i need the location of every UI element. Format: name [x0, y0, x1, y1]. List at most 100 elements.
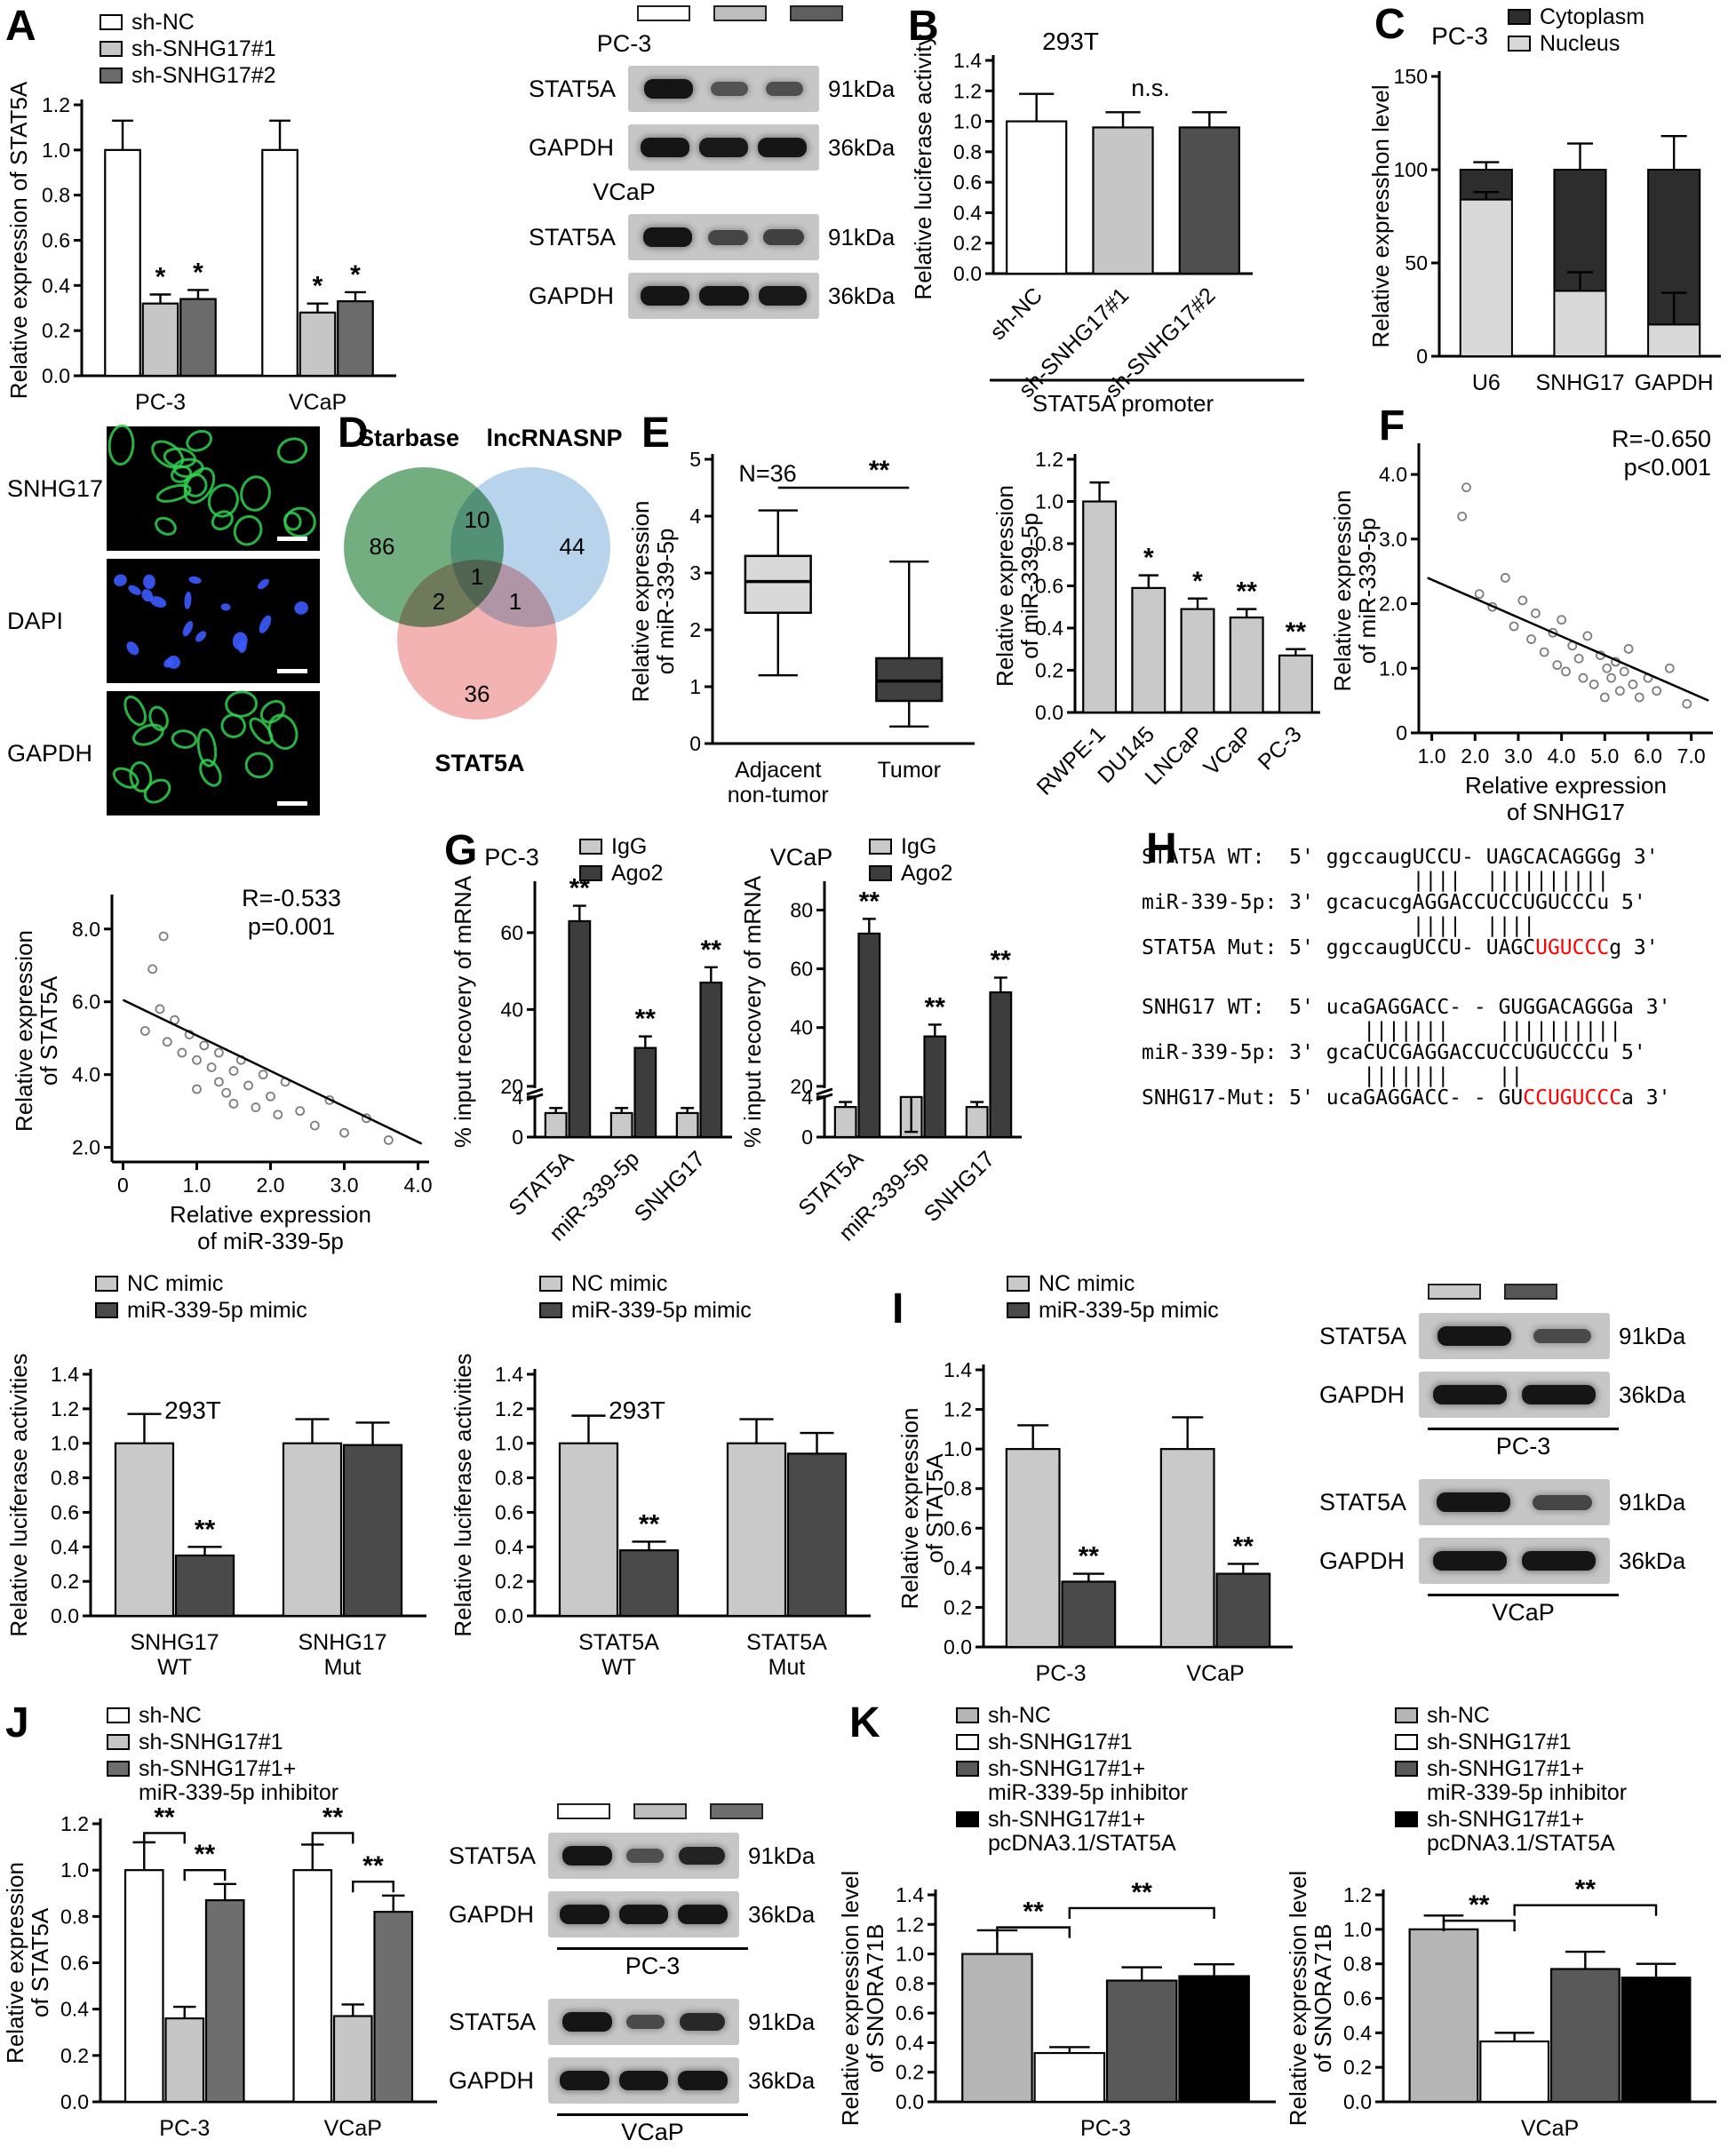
gapdh-stain-image [107, 690, 320, 815]
svg-text:0.6: 0.6 [495, 1500, 523, 1524]
blot-kda-label: 36kDa [748, 2066, 816, 2094]
blot-legend-swatch [1504, 1284, 1557, 1300]
svg-text:of SNORA71B: of SNORA71B [862, 1924, 888, 2073]
blot-band [711, 82, 748, 96]
svg-text:20: 20 [790, 1075, 813, 1098]
legend-item: sh-NC [100, 11, 276, 35]
venn-circle-stat5a [397, 560, 557, 720]
svg-text:4: 4 [689, 505, 701, 528]
panel-i-legend: NC mimic miR-339-5p mimic [1007, 1272, 1219, 1323]
svg-text:0: 0 [512, 1126, 523, 1149]
svg-text:0.4: 0.4 [42, 274, 70, 297]
svg-text:Relative expresshon level: Relative expresshon level [1367, 84, 1394, 347]
svg-text:1.0: 1.0 [1035, 490, 1063, 513]
svg-text:0.2: 0.2 [42, 319, 70, 342]
venn-label-lncrnasnp: lncRNASNP [486, 425, 622, 451]
svg-text:0.8: 0.8 [944, 1477, 972, 1500]
svg-text:1.0: 1.0 [60, 1858, 89, 1882]
legend-item: sh-SNHG17#1+ miR-339-5p inhibitor [1395, 1757, 1627, 1805]
svg-text:1.2: 1.2 [495, 1397, 523, 1420]
blot-protein-label: GAPDH [529, 133, 615, 161]
svg-text:**: ** [1469, 1890, 1490, 1920]
svg-text:of miR-339-5p: of miR-339-5p [1016, 513, 1043, 659]
svg-text:PC-3: PC-3 [1080, 2116, 1131, 2141]
blot-lane-legend [557, 1803, 831, 1819]
svg-text:0: 0 [1396, 721, 1407, 744]
svg-text:1.0: 1.0 [896, 1943, 924, 1966]
legend-swatch [107, 1707, 130, 1723]
legend-item: IgG [869, 835, 952, 859]
svg-text:0.8: 0.8 [60, 1905, 89, 1928]
svg-text:*: * [313, 272, 323, 301]
svg-text:2.0: 2.0 [72, 1136, 100, 1159]
svg-text:**: ** [1286, 617, 1307, 647]
svg-text:5: 5 [689, 448, 701, 471]
svg-text:VCaP: VCaP [1186, 1661, 1244, 1686]
svg-text:PC-3: PC-3 [1431, 22, 1488, 50]
blot-band [757, 138, 808, 157]
legend-item: sh-SNHG17#2 [100, 64, 276, 88]
legend-swatch [95, 1276, 118, 1292]
svg-text:WT: WT [601, 1655, 636, 1680]
blot-row: STAT5A 91kDa [449, 1999, 831, 2045]
svg-text:0.8: 0.8 [896, 1972, 924, 1995]
panel-k-pc3-legend: sh-NC sh-SNHG17#1 sh-SNHG17#1+ miR-339-5p i… [956, 1704, 1188, 1856]
svg-text:0.6: 0.6 [944, 1516, 972, 1539]
svg-text:**: ** [154, 1802, 175, 1832]
blot-protein-label: STAT5A [529, 75, 617, 102]
panel-label-c: C [1374, 1, 1405, 48]
svg-text:0.4: 0.4 [1343, 2021, 1372, 2044]
sequence-line: STAT5A WT: 5' ggccaugUCCU- UAGCACAGGGg 3… [1142, 846, 1659, 869]
blot-band-strip [548, 2057, 739, 2104]
base-pairing-pipes: |||| |||| [1142, 914, 1536, 937]
legend-swatch [956, 1707, 979, 1723]
legend-label: sh-SNHG17#1+ miR-339-5p inhibitor [988, 1756, 1189, 1805]
blot-legend-swatch [1428, 1284, 1481, 1300]
legend-swatch [579, 839, 602, 855]
blot-band-strip [628, 66, 819, 112]
svg-text:of STAT5A: of STAT5A [921, 1453, 948, 1563]
panel-j-western-blots: STAT5A 91kDa GAPDH 36kDa PC-3 STAT5A 91kDa GAPD… [449, 1803, 831, 2156]
svg-text:2: 2 [689, 618, 701, 641]
svg-text:2.0: 2.0 [257, 1173, 285, 1197]
sequence-line: SNHG17-Mut: 5' ucaGAGGACC- - GUCCUGUCCCa… [1142, 1086, 1671, 1110]
svg-text:1.2: 1.2 [1035, 448, 1063, 471]
luciferase-snhg17-legend: NC mimic miR-339-5p mimic [95, 1272, 307, 1323]
legend-label: miR-339-5p mimic [571, 1298, 752, 1323]
microscopy-label: DAPI [7, 607, 64, 634]
legend-label: IgG [611, 834, 648, 859]
svg-text:0.4: 0.4 [51, 1535, 79, 1558]
panel-j-bar-chart-svg: 0.0 0.2 0.4 0.6 0.8 1.0 1.2 Relative expression… [2, 1802, 437, 2141]
microscopy-row-dapi: DAPI [7, 559, 336, 683]
svg-text:Relative luciferase activity: Relative luciferase activity [910, 34, 936, 299]
svg-text:1.0: 1.0 [1418, 744, 1446, 768]
svg-text:20: 20 [500, 1075, 523, 1098]
svg-text:1.2: 1.2 [60, 1812, 89, 1835]
svg-text:**: ** [362, 1851, 384, 1881]
svg-text:0: 0 [1416, 345, 1428, 368]
blot-band [643, 79, 694, 99]
legend-label: IgG [901, 834, 937, 859]
legend-swatch [869, 865, 892, 881]
svg-text:Relative expression: Relative expression [2, 1862, 28, 2064]
svg-text:60: 60 [790, 958, 813, 981]
svg-text:of SNORA71B: of SNORA71B [1310, 1924, 1336, 2073]
svg-text:0: 0 [689, 732, 701, 755]
venn-label-starbase: Starbase [358, 425, 459, 451]
svg-text:SNHG17: SNHG17 [298, 1630, 386, 1655]
svg-text:1.0: 1.0 [182, 1173, 211, 1197]
blot-band [678, 1846, 725, 1866]
svg-text:Relative expression: Relative expression [11, 930, 37, 1132]
panel-f-scatter: 0 1.0 2.0 3.0 4.0 Relative expression of miR-3… [1329, 413, 1725, 835]
blot-cell-line-title: VCaP [557, 2113, 748, 2146]
legend-label: sh-SNHG17#1+ pcDNA3.1/STAT5A [1427, 1807, 1615, 1856]
blot-legend-swatch [710, 1803, 763, 1819]
legend-swatch [956, 1761, 979, 1777]
blot-band [765, 82, 804, 96]
blot-protein-label: GAPDH [1319, 1380, 1405, 1408]
svg-text:0.2: 0.2 [1035, 659, 1063, 682]
svg-text:0.2: 0.2 [896, 2061, 924, 2084]
svg-text:Relative luciferase activities: Relative luciferase activities [450, 1353, 476, 1636]
blot-cell-line-title: VCaP [1428, 1594, 1619, 1627]
